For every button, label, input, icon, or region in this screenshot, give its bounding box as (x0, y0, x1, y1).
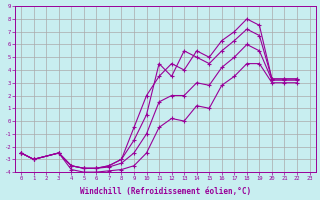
X-axis label: Windchill (Refroidissement éolien,°C): Windchill (Refroidissement éolien,°C) (80, 187, 251, 196)
